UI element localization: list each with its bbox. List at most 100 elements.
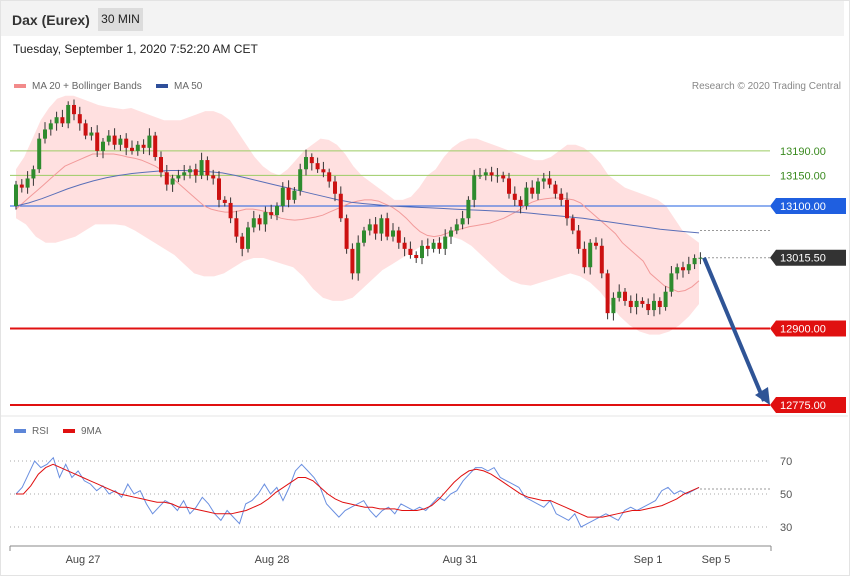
candle-body bbox=[617, 291, 622, 298]
candle-body bbox=[60, 117, 65, 124]
candle-body bbox=[530, 187, 535, 194]
levels: 13190.00 13150.00 13100.00 13015.50 12900.00… bbox=[10, 146, 846, 413]
bollinger-swatch bbox=[14, 84, 26, 89]
level-label-13100.00: 13100.00 bbox=[780, 201, 826, 213]
legend-rsi-ma-label: 9MA bbox=[81, 426, 102, 437]
candle-body bbox=[669, 273, 674, 292]
candle-body bbox=[356, 242, 361, 274]
candle-body bbox=[559, 193, 564, 200]
level-label-12900.00: 12900.00 bbox=[780, 323, 826, 335]
candle-body bbox=[344, 218, 349, 249]
candle-body bbox=[199, 160, 204, 176]
candle-body bbox=[379, 218, 384, 234]
candle-body bbox=[43, 129, 47, 139]
candle-body bbox=[553, 184, 558, 194]
candle-body bbox=[159, 157, 163, 173]
candle-body bbox=[112, 135, 117, 145]
candle-body bbox=[182, 172, 187, 176]
candle-body bbox=[176, 175, 181, 179]
candle-body bbox=[524, 187, 529, 206]
level-label-13190.00: 13190.00 bbox=[780, 146, 826, 158]
candle-body bbox=[507, 178, 511, 194]
rsi-panel: 70 50 30 bbox=[10, 456, 792, 534]
candle-body bbox=[31, 169, 36, 179]
candle-body bbox=[286, 187, 291, 200]
candle-body bbox=[692, 258, 697, 265]
candle-body bbox=[443, 236, 448, 249]
rsi-ma-swatch bbox=[63, 429, 75, 434]
candle-body bbox=[437, 242, 442, 249]
x-axis: Aug 27 Aug 28 Aug 31 Sep 1 Sep 5 bbox=[9, 545, 772, 566]
candle-body bbox=[304, 157, 308, 170]
timestamp: Tuesday, September 1, 2020 7:52:20 AM CE… bbox=[13, 42, 258, 56]
level-label-12775.00: 12775.00 bbox=[780, 400, 826, 412]
candle-body bbox=[547, 178, 552, 185]
rsi-swatch bbox=[14, 429, 26, 434]
candle-body bbox=[14, 184, 18, 206]
candle-body bbox=[327, 172, 332, 182]
credit-text: Research © 2020 Trading Central bbox=[691, 81, 841, 92]
candle-body bbox=[101, 141, 105, 151]
rsi-tick-50: 50 bbox=[780, 489, 792, 501]
candle-body bbox=[263, 212, 268, 225]
candle-body bbox=[698, 257, 703, 259]
candle-body bbox=[408, 248, 413, 255]
legend-ma50: MA 50 bbox=[156, 81, 202, 92]
candle-body bbox=[640, 300, 645, 304]
candle-body bbox=[599, 245, 604, 274]
candle-body bbox=[124, 138, 129, 148]
candle-body bbox=[246, 227, 250, 249]
level-tag-12900.00 bbox=[770, 320, 846, 337]
legend-bollinger: MA 20 + Bollinger Bands bbox=[14, 81, 142, 92]
candle-body bbox=[518, 199, 523, 206]
instrument-title: Dax (Eurex) bbox=[12, 12, 90, 28]
candle-body bbox=[536, 181, 540, 194]
candle-body bbox=[66, 104, 71, 124]
candle-body bbox=[402, 242, 407, 249]
candle-body bbox=[188, 169, 192, 173]
candle-body bbox=[292, 190, 297, 200]
candle-body bbox=[495, 175, 500, 177]
candle-body bbox=[234, 218, 239, 237]
candle-body bbox=[373, 224, 378, 234]
candle-body bbox=[135, 144, 140, 151]
level-tag-13015.50 bbox=[770, 249, 846, 266]
moving-averages bbox=[15, 153, 700, 293]
projection-arrow bbox=[702, 256, 770, 405]
level-label-13015.50: 13015.50 bbox=[780, 253, 826, 265]
candle-body bbox=[605, 273, 610, 314]
x-tick-sep-1: Sep 1 bbox=[634, 554, 663, 566]
candle-body bbox=[95, 132, 100, 151]
candle-body bbox=[83, 123, 88, 136]
candle-body bbox=[106, 135, 111, 142]
candle-body bbox=[141, 144, 146, 148]
candle-body bbox=[228, 202, 233, 219]
candle-body bbox=[425, 245, 430, 249]
rsi-tick-30: 30 bbox=[780, 522, 792, 534]
candle-body bbox=[72, 104, 76, 115]
candle-body bbox=[170, 178, 175, 185]
candle-body bbox=[646, 303, 651, 311]
projection-arrow-shaft bbox=[702, 256, 766, 402]
candle-body bbox=[217, 178, 221, 200]
candle-body bbox=[240, 236, 245, 249]
candle-body bbox=[681, 267, 685, 271]
candle-body bbox=[153, 135, 158, 158]
candle-body bbox=[414, 254, 419, 259]
x-tick-sep-5: Sep 5 bbox=[702, 554, 731, 566]
candle-body bbox=[431, 242, 436, 249]
legend-ma50-label: MA 50 bbox=[174, 81, 203, 92]
candle-body bbox=[576, 230, 581, 249]
ma50-swatch bbox=[156, 84, 168, 89]
candle-body bbox=[483, 172, 488, 176]
candle-body bbox=[164, 172, 169, 185]
timeframe-button[interactable]: 30 MIN bbox=[98, 8, 143, 31]
candle-body bbox=[19, 184, 24, 188]
candle-body bbox=[472, 175, 477, 200]
candle-body bbox=[309, 157, 314, 164]
candle-body bbox=[298, 169, 303, 191]
chart-header: Dax (Eurex) 30 MIN bbox=[1, 1, 844, 36]
x-tick-aug-31: Aug 31 bbox=[443, 554, 478, 566]
candle-body bbox=[686, 264, 691, 271]
candle-body bbox=[54, 117, 59, 124]
